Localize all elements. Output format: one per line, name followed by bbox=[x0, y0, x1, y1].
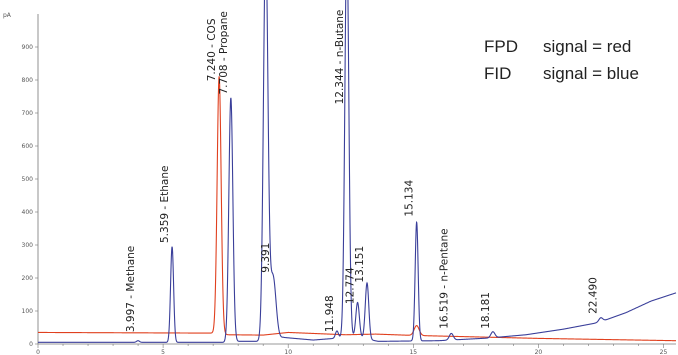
y-tick-label: 500 bbox=[22, 176, 34, 183]
x-tick-label: 15 bbox=[409, 349, 417, 355]
peak-label: 11.948 bbox=[324, 295, 336, 332]
peak-label: 18.181 bbox=[480, 292, 492, 329]
y-tick-label: 600 bbox=[22, 143, 34, 150]
y-tick-label: 100 bbox=[22, 308, 34, 315]
y-tick-label: 400 bbox=[22, 209, 34, 216]
legend-fpd-detector: FPD bbox=[484, 37, 518, 56]
chart-traces bbox=[38, 0, 677, 343]
y-tick-label: 800 bbox=[22, 77, 34, 84]
chart-axes: 0 100 200 300 400 500 600 700 800 900 0 5 10 15 20 25 bbox=[22, 14, 676, 355]
y-tick-label: 200 bbox=[22, 275, 34, 282]
x-tick-label: 10 bbox=[284, 349, 292, 355]
x-tick-label: 25 bbox=[660, 349, 668, 355]
y-tick-label: 300 bbox=[22, 242, 34, 249]
peak-label: 12.774 bbox=[345, 267, 357, 304]
x-tick-label: 5 bbox=[161, 349, 165, 355]
y-tick-label: 0 bbox=[29, 341, 33, 348]
y-axis-unit-label: pA bbox=[3, 12, 12, 19]
peak-label: 16.519 - n-Pentane bbox=[438, 228, 450, 328]
peak-labels: 3.997 - Methane 5.359 - Ethane 7.240 - COS… bbox=[125, 10, 600, 333]
legend-fid-text: signal = blue bbox=[543, 64, 639, 83]
peak-label: 13.151 bbox=[354, 246, 366, 283]
peak-label: 12.344 - n-Butane bbox=[334, 10, 346, 105]
trace-fid bbox=[38, 0, 677, 343]
peak-label: 7.240 - COS bbox=[206, 18, 218, 81]
y-tick-label: 700 bbox=[22, 110, 34, 117]
legend-fid-detector: FID bbox=[484, 64, 511, 83]
legend-fpd-text: signal = red bbox=[543, 37, 631, 56]
peak-label: 5.359 - Ethane bbox=[159, 166, 171, 243]
peak-label: 7.708 - Propane bbox=[218, 11, 230, 94]
peak-label: 9.391 bbox=[260, 243, 272, 273]
y-tick-label: 900 bbox=[22, 44, 34, 51]
chart-legend: FPD signal = red FID signal = blue bbox=[484, 37, 639, 83]
x-tick-label: 0 bbox=[36, 349, 40, 355]
peak-label: 22.490 bbox=[588, 277, 600, 314]
x-tick-label: 20 bbox=[535, 349, 543, 355]
peak-label: 15.134 bbox=[404, 180, 416, 217]
trace-fpd bbox=[38, 76, 676, 342]
peak-label: 3.997 - Methane bbox=[125, 246, 137, 332]
